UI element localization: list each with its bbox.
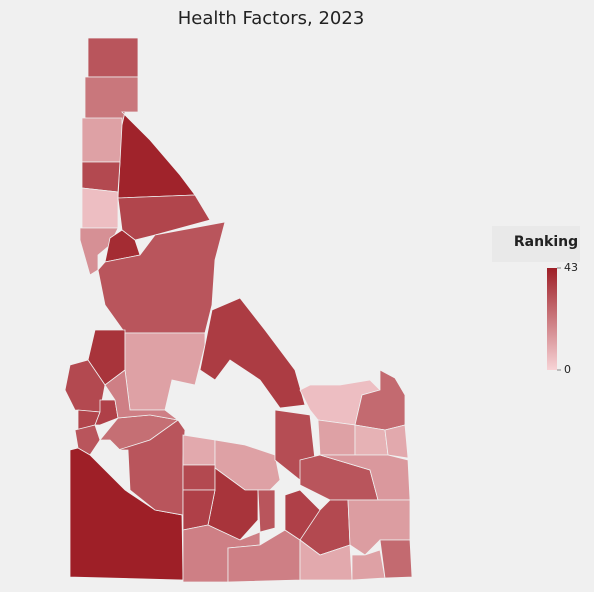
- county: [351, 549, 386, 581]
- legend-title: Ranking: [514, 234, 578, 250]
- county: [124, 332, 206, 411]
- county: [69, 447, 184, 581]
- county: [81, 161, 121, 193]
- legend-tick-label: 43: [564, 261, 578, 274]
- legend-header: [492, 226, 580, 262]
- county: [74, 424, 101, 456]
- legend-ticks: 0 43: [557, 261, 578, 376]
- county: [257, 489, 276, 533]
- county: [354, 424, 389, 456]
- county: [199, 297, 306, 409]
- chart-title: Health Factors, 2023: [178, 8, 365, 29]
- county: [354, 369, 406, 431]
- counties: [64, 37, 413, 583]
- county: [384, 424, 409, 459]
- county: [81, 117, 123, 163]
- legend-color-bar: [547, 268, 557, 370]
- legend-tick-label: 0: [564, 363, 571, 376]
- county: [317, 419, 356, 456]
- county: [299, 539, 353, 581]
- county: [81, 187, 119, 229]
- county: [182, 464, 216, 491]
- county: [117, 111, 196, 199]
- county: [182, 434, 216, 466]
- county: [87, 37, 139, 78]
- county: [379, 539, 413, 579]
- county: [104, 229, 141, 263]
- county: [97, 221, 226, 334]
- county: [79, 227, 119, 276]
